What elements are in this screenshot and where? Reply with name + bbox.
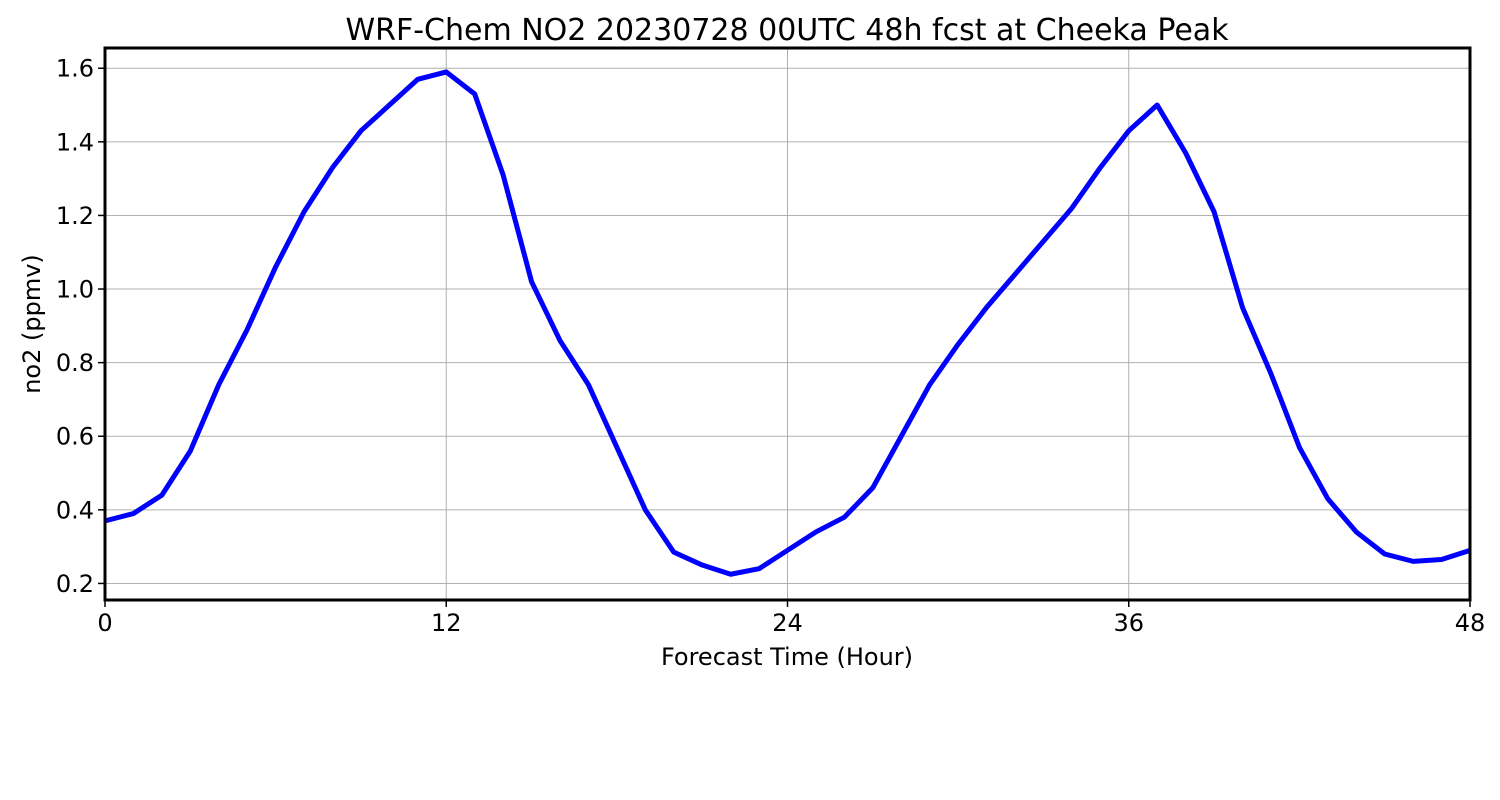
series-line (104, 69, 1471, 577)
y-axis-ticks: 0.2 0.4 0.6 0.8 1.0 1.2 1.4 1.6 (56, 55, 105, 598)
x-tick-label: 48 (1455, 609, 1486, 637)
x-tick-label: 24 (772, 609, 803, 637)
y-tick-label: 1.0 (56, 276, 94, 304)
y-tick-label: 0.6 (56, 423, 94, 451)
x-axis-title: Forecast Time (Hour) (661, 643, 913, 671)
y-tick-label: 1.4 (56, 128, 94, 156)
x-tick-label: 0 (97, 609, 112, 637)
grid-lines (104, 48, 1471, 600)
y-tick-label: 0.2 (56, 570, 94, 598)
y-tick-label: 1.6 (56, 55, 94, 83)
chart-title: WRF-Chem NO2 20230728 00UTC 48h fcst at … (345, 13, 1229, 48)
y-tick-label: 1.2 (56, 202, 94, 230)
x-tick-label: 12 (431, 609, 462, 637)
x-axis-ticks: 0 12 24 36 48 (97, 600, 1485, 637)
x-tick-label: 36 (1113, 609, 1144, 637)
series-layer (104, 69, 1471, 577)
y-tick-label: 0.4 (56, 496, 94, 524)
y-tick-label: 0.8 (56, 349, 94, 377)
y-axis-title: no2 (ppmv) (18, 254, 46, 394)
